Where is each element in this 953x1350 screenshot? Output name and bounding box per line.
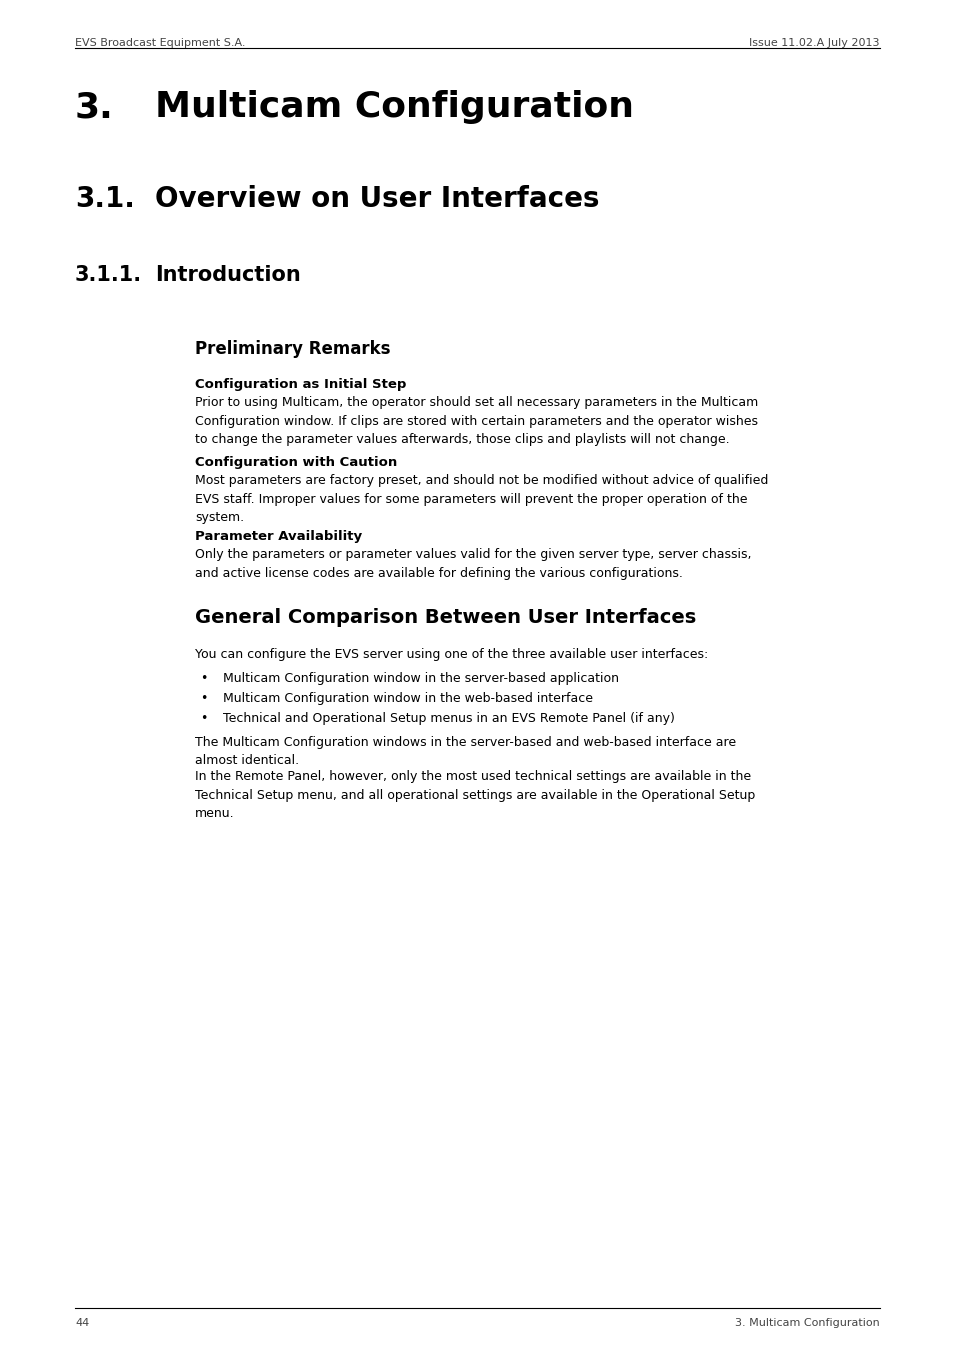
Text: Only the parameters or parameter values valid for the given server type, server : Only the parameters or parameter values …: [194, 548, 751, 579]
Text: 44: 44: [75, 1318, 90, 1328]
Text: 3.1.: 3.1.: [75, 185, 134, 213]
Text: Prior to using Multicam, the operator should set all necessary parameters in the: Prior to using Multicam, the operator sh…: [194, 396, 758, 446]
Text: 3.1.1.: 3.1.1.: [75, 265, 142, 285]
Text: In the Remote Panel, however, only the most used technical settings are availabl: In the Remote Panel, however, only the m…: [194, 769, 755, 819]
Text: 3.: 3.: [75, 90, 113, 124]
Text: Most parameters are factory preset, and should not be modified without advice of: Most parameters are factory preset, and …: [194, 474, 767, 524]
Text: Configuration with Caution: Configuration with Caution: [194, 456, 396, 468]
Text: Technical and Operational Setup menus in an EVS Remote Panel (if any): Technical and Operational Setup menus in…: [223, 711, 674, 725]
Text: The Multicam Configuration windows in the server-based and web-based interface a: The Multicam Configuration windows in th…: [194, 736, 736, 768]
Text: You can configure the EVS server using one of the three available user interface: You can configure the EVS server using o…: [194, 648, 707, 662]
Text: •: •: [200, 711, 207, 725]
Text: Overview on User Interfaces: Overview on User Interfaces: [154, 185, 598, 213]
Text: Configuration as Initial Step: Configuration as Initial Step: [194, 378, 406, 392]
Text: •: •: [200, 672, 207, 684]
Text: EVS Broadcast Equipment S.A.: EVS Broadcast Equipment S.A.: [75, 38, 245, 49]
Text: 3. Multicam Configuration: 3. Multicam Configuration: [735, 1318, 879, 1328]
Text: •: •: [200, 693, 207, 705]
Text: Preliminary Remarks: Preliminary Remarks: [194, 340, 390, 358]
Text: Multicam Configuration: Multicam Configuration: [154, 90, 634, 124]
Text: Issue 11.02.A July 2013: Issue 11.02.A July 2013: [749, 38, 879, 49]
Text: General Comparison Between User Interfaces: General Comparison Between User Interfac…: [194, 608, 696, 626]
Text: Introduction: Introduction: [154, 265, 300, 285]
Text: Multicam Configuration window in the web-based interface: Multicam Configuration window in the web…: [223, 693, 593, 705]
Text: Parameter Availability: Parameter Availability: [194, 531, 362, 543]
Text: Multicam Configuration window in the server-based application: Multicam Configuration window in the ser…: [223, 672, 618, 684]
